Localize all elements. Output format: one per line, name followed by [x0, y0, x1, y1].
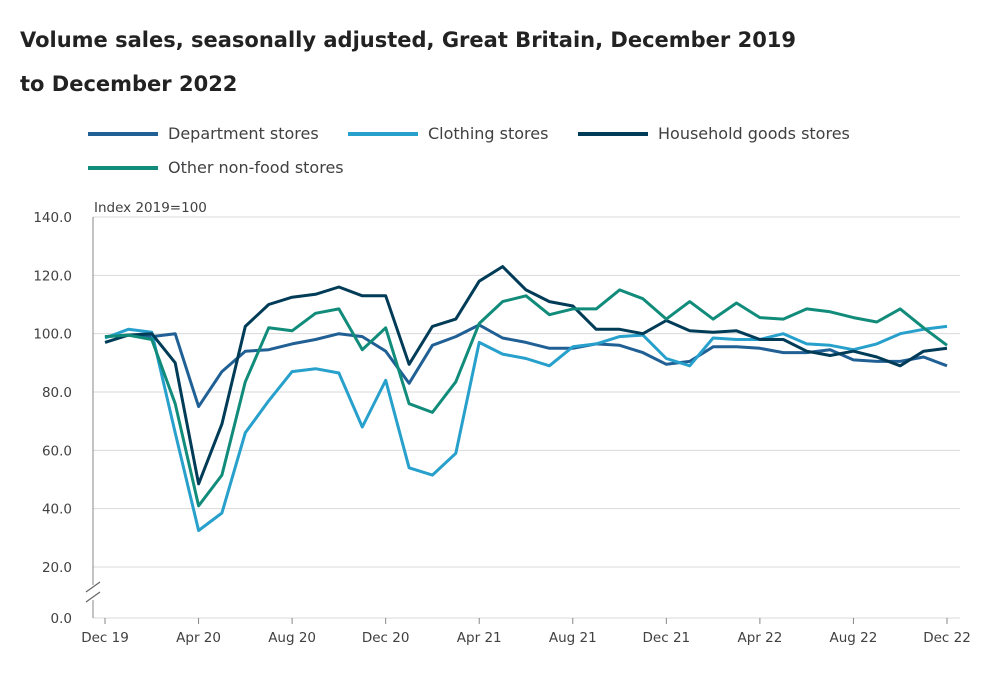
x-tick-label: Aug 20 [268, 630, 316, 646]
y-tick-label: 140.0 [33, 210, 72, 226]
y-tick-label: 120.0 [33, 268, 72, 284]
series-line-other-non-food-stores [104, 288, 948, 508]
series-line-household-goods-stores [104, 265, 948, 486]
legend-item-clothing-stores: Clothing stores [348, 124, 548, 143]
x-tick-label: Aug 22 [830, 630, 878, 646]
y-tick-label: 100.0 [33, 327, 72, 343]
legend-label: Clothing stores [428, 124, 549, 143]
legend-label: Household goods stores [658, 124, 850, 143]
legend-swatch [88, 131, 158, 136]
legend-swatch [578, 131, 648, 136]
legend-label: Other non-food stores [168, 158, 344, 177]
legend-item-household-goods-stores: Household goods stores [578, 124, 850, 143]
y-tick-label: 20.0 [42, 560, 72, 576]
legend-item-other-non-food-stores: Other non-food stores [88, 158, 344, 177]
legend-swatch [348, 131, 418, 136]
x-tick-label: Aug 21 [549, 630, 597, 646]
legend-swatch [88, 165, 158, 170]
series-line-clothing-stores [104, 324, 948, 532]
x-tick-label: Dec 21 [643, 630, 691, 646]
x-tick-label: Dec 22 [923, 630, 971, 646]
legend-item-department-stores: Department stores [88, 124, 319, 143]
y-tick-label: 80.0 [42, 385, 72, 401]
y-tick-label: 60.0 [42, 443, 72, 459]
chart-title: Volume sales, seasonally adjusted, Great… [20, 28, 797, 96]
y-axis-label: Index 2019=100 [94, 200, 207, 216]
y-tick-label: 0.0 [51, 611, 72, 627]
x-tick-label: Dec 20 [362, 630, 410, 646]
x-tick-label: Apr 21 [457, 630, 502, 646]
y-tick-label: 40.0 [42, 502, 72, 518]
series-line-department-stores [104, 323, 948, 409]
x-tick-label: Apr 22 [737, 630, 782, 646]
axis-break-icon [85, 581, 101, 603]
legend-label: Department stores [168, 124, 319, 143]
x-tick-label: Apr 20 [176, 630, 221, 646]
x-tick-label: Dec 19 [81, 630, 129, 646]
